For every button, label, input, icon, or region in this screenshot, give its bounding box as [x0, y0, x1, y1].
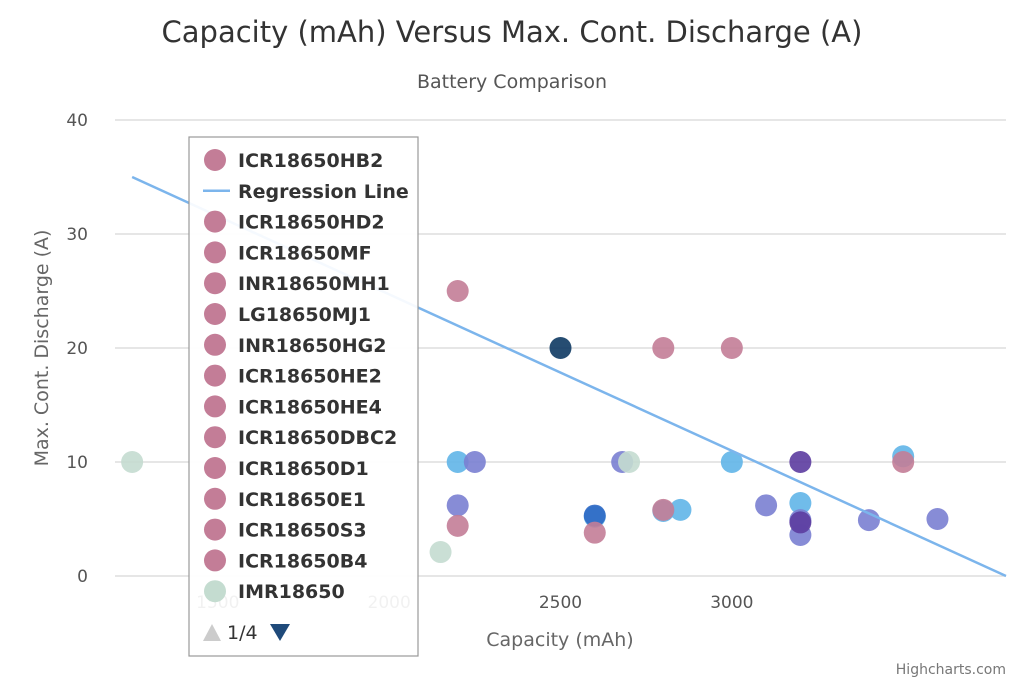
legend-symbol: [204, 395, 226, 418]
data-point-group3-1[interactable]: [789, 511, 812, 534]
legend-label: ICR18650HE4: [238, 396, 382, 418]
legend-label: ICR18650HB2: [238, 150, 383, 172]
legend-symbol: [204, 272, 226, 295]
legend-symbol: [204, 426, 226, 449]
data-point-icr18650hb2-0[interactable]: [446, 280, 469, 302]
legend-item-regression-line[interactable]: Regression Line: [203, 181, 409, 203]
legend-label: Regression Line: [238, 181, 409, 203]
legend-item-inr18650mh1[interactable]: INR18650MH1: [204, 272, 390, 295]
legend-item-icr18650d1[interactable]: ICR18650D1: [204, 457, 369, 480]
legend-label: ICR18650HD2: [238, 212, 385, 234]
y-tick-label-20: 20: [66, 339, 88, 359]
legend-item-imr18650[interactable]: IMR18650: [204, 580, 345, 603]
data-point-group3-0[interactable]: [789, 451, 812, 473]
data-point-group1-3[interactable]: [755, 494, 778, 517]
data-point-group0-5[interactable]: [789, 492, 812, 515]
data-point-lg18650mj1-0[interactable]: [720, 337, 743, 359]
legend-item-inr18650hg2[interactable]: INR18650HG2: [204, 333, 386, 357]
data-point-group0-0[interactable]: [446, 451, 469, 473]
legend-label: ICR18650S3: [238, 520, 367, 542]
data-point-group1-7[interactable]: [926, 508, 949, 530]
data-point-icr18650hd2-0[interactable]: [446, 514, 469, 537]
legend-symbol: [204, 333, 226, 356]
legend-symbol: [204, 457, 226, 479]
y-tick-label-40: 40: [66, 111, 88, 131]
legend-prev-arrow[interactable]: [203, 624, 221, 641]
y-axis-ticks: 0 10 20 30 40: [66, 111, 88, 587]
legend-label: ICR18650HE2: [238, 366, 382, 388]
legend: ICR18650HB2 Regression Line ICR18650HD2 ICR…: [188, 136, 419, 657]
legend-label: INR18650HG2: [238, 335, 386, 357]
data-point-group0-4[interactable]: [720, 451, 743, 473]
data-point-group2-0[interactable]: [583, 504, 606, 527]
data-point-imr18650-1[interactable]: [429, 541, 452, 564]
data-point-group1-0[interactable]: [446, 494, 469, 517]
legend-item-icr18650s3[interactable]: ICR18650S3: [204, 518, 367, 542]
legend-symbol: [204, 518, 226, 541]
x-tick-label-3000: 3000: [710, 593, 753, 613]
data-point-group4-0[interactable]: [549, 337, 572, 359]
data-point-icr18650he2-0[interactable]: [892, 451, 915, 473]
legend-symbol: [204, 303, 226, 325]
x-axis-title: Capacity (mAh): [486, 629, 633, 651]
legend-symbol: [204, 210, 226, 233]
legend-label: ICR18650E1: [238, 489, 366, 511]
legend-page-indicator: 1/4: [227, 622, 258, 644]
legend-symbol: [204, 149, 226, 171]
legend-item-icr18650b4[interactable]: ICR18650B4: [204, 549, 367, 572]
x-tick-label-2500: 2500: [539, 593, 582, 613]
legend-label: ICR18650B4: [238, 550, 367, 572]
legend-label: ICR18650MF: [238, 242, 372, 264]
y-tick-label-0: 0: [77, 567, 88, 587]
legend-item-icr18650hd2[interactable]: ICR18650HD2: [204, 210, 385, 234]
legend-symbol: [204, 580, 226, 603]
legend-label: ICR18650D1: [238, 458, 369, 480]
legend-label: LG18650MJ1: [238, 304, 371, 326]
data-point-imr18650-0[interactable]: [121, 451, 144, 473]
legend-label: IMR18650: [238, 581, 345, 603]
chart-subtitle: Battery Comparison: [417, 71, 607, 93]
data-point-imr18650-2[interactable]: [618, 451, 641, 473]
legend-symbol: [204, 241, 226, 264]
y-tick-label-30: 30: [66, 225, 88, 245]
highcharts-credit[interactable]: Highcharts.com: [896, 662, 1006, 678]
data-point-group1-1[interactable]: [463, 451, 486, 473]
legend-item-lg18650mj1[interactable]: LG18650MJ1: [204, 303, 371, 326]
legend-item-icr18650mf[interactable]: ICR18650MF: [204, 241, 372, 264]
legend-item-icr18650hb2[interactable]: ICR18650HB2: [204, 149, 383, 172]
chart-title: Capacity (mAh) Versus Max. Cont. Dischar…: [162, 15, 863, 49]
legend-label: ICR18650DBC2: [238, 427, 397, 449]
legend-symbol: [204, 487, 226, 510]
y-tick-label-10: 10: [66, 453, 88, 473]
legend-box: [188, 136, 419, 657]
y-axis-title: Max. Cont. Discharge (A): [31, 230, 53, 467]
legend-item-icr18650he2[interactable]: ICR18650HE2: [204, 364, 382, 388]
legend-items: ICR18650HB2 Regression Line ICR18650HD2 ICR…: [203, 149, 409, 603]
legend-symbol: [204, 364, 226, 387]
legend-item-icr18650he4[interactable]: ICR18650HE4: [204, 395, 382, 418]
data-point-icr18650mf-0[interactable]: [583, 521, 606, 544]
legend-item-icr18650e1[interactable]: ICR18650E1: [204, 487, 366, 511]
data-points: [121, 280, 949, 564]
data-point-inr18650mh1-0[interactable]: [652, 337, 675, 359]
legend-next-arrow[interactable]: [270, 624, 290, 641]
legend-label: INR18650MH1: [238, 273, 390, 295]
data-point-inr18650hg2-0[interactable]: [652, 498, 675, 521]
data-point-group0-3[interactable]: [669, 498, 692, 521]
legend-symbol: [204, 549, 226, 572]
legend-item-icr18650dbc2[interactable]: ICR18650DBC2: [204, 426, 397, 449]
